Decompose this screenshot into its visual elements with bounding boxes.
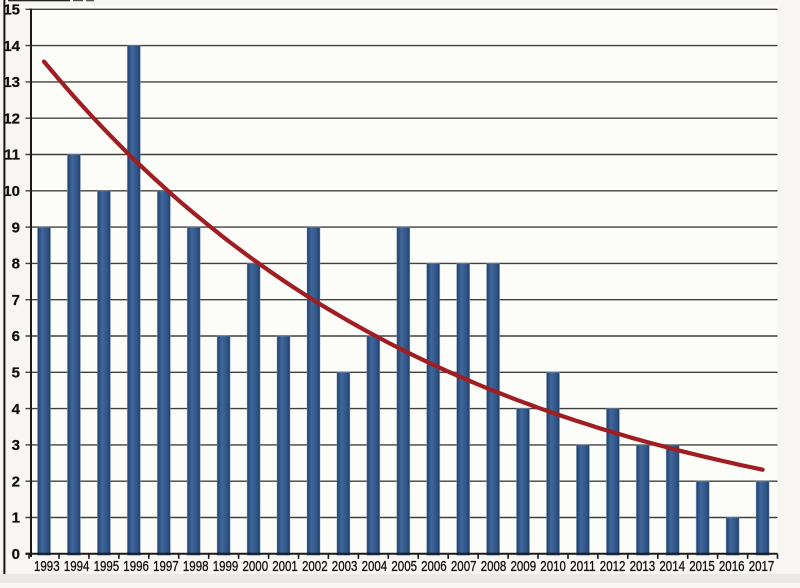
svg-text:1994: 1994 — [64, 558, 90, 575]
svg-text:2006: 2006 — [421, 558, 447, 575]
svg-text:1: 1 — [12, 510, 20, 527]
svg-text:1993: 1993 — [34, 558, 60, 575]
svg-text:2010: 2010 — [540, 558, 566, 575]
svg-text:2000: 2000 — [243, 558, 269, 575]
svg-text:15: 15 — [3, 2, 20, 19]
svg-text:2001: 2001 — [272, 558, 298, 575]
svg-text:14: 14 — [3, 38, 20, 55]
svg-text:2004: 2004 — [362, 558, 388, 575]
svg-text:2015: 2015 — [689, 558, 715, 575]
svg-text:1996: 1996 — [123, 558, 149, 575]
svg-text:2017: 2017 — [749, 558, 775, 575]
svg-text:3: 3 — [12, 437, 20, 454]
svg-text:2003: 2003 — [332, 558, 358, 575]
svg-text:2013: 2013 — [630, 558, 656, 575]
svg-text:13: 13 — [3, 74, 20, 91]
svg-text:2008: 2008 — [481, 558, 507, 575]
svg-text:0: 0 — [12, 546, 20, 563]
svg-text:1995: 1995 — [94, 558, 120, 575]
svg-text:2: 2 — [12, 473, 20, 490]
svg-text:1999: 1999 — [213, 558, 239, 575]
svg-text:2012: 2012 — [600, 558, 626, 575]
svg-text:2002: 2002 — [302, 558, 328, 575]
svg-text:8: 8 — [12, 256, 20, 273]
svg-text:6: 6 — [12, 328, 20, 345]
svg-text:7: 7 — [12, 292, 20, 309]
svg-text:11: 11 — [4, 147, 20, 164]
svg-text:2007: 2007 — [451, 558, 477, 575]
svg-text:1997: 1997 — [153, 558, 179, 575]
svg-text:2014: 2014 — [659, 558, 685, 575]
svg-text:2016: 2016 — [719, 558, 745, 575]
svg-text:4: 4 — [12, 401, 21, 418]
svg-text:2005: 2005 — [391, 558, 417, 575]
svg-text:10: 10 — [3, 183, 20, 200]
svg-text:2011: 2011 — [570, 558, 596, 575]
svg-text:2009: 2009 — [511, 558, 537, 575]
svg-text:5: 5 — [12, 365, 20, 382]
svg-text:12: 12 — [3, 110, 20, 127]
svg-text:1998: 1998 — [183, 558, 209, 575]
svg-text:9: 9 — [12, 219, 20, 236]
